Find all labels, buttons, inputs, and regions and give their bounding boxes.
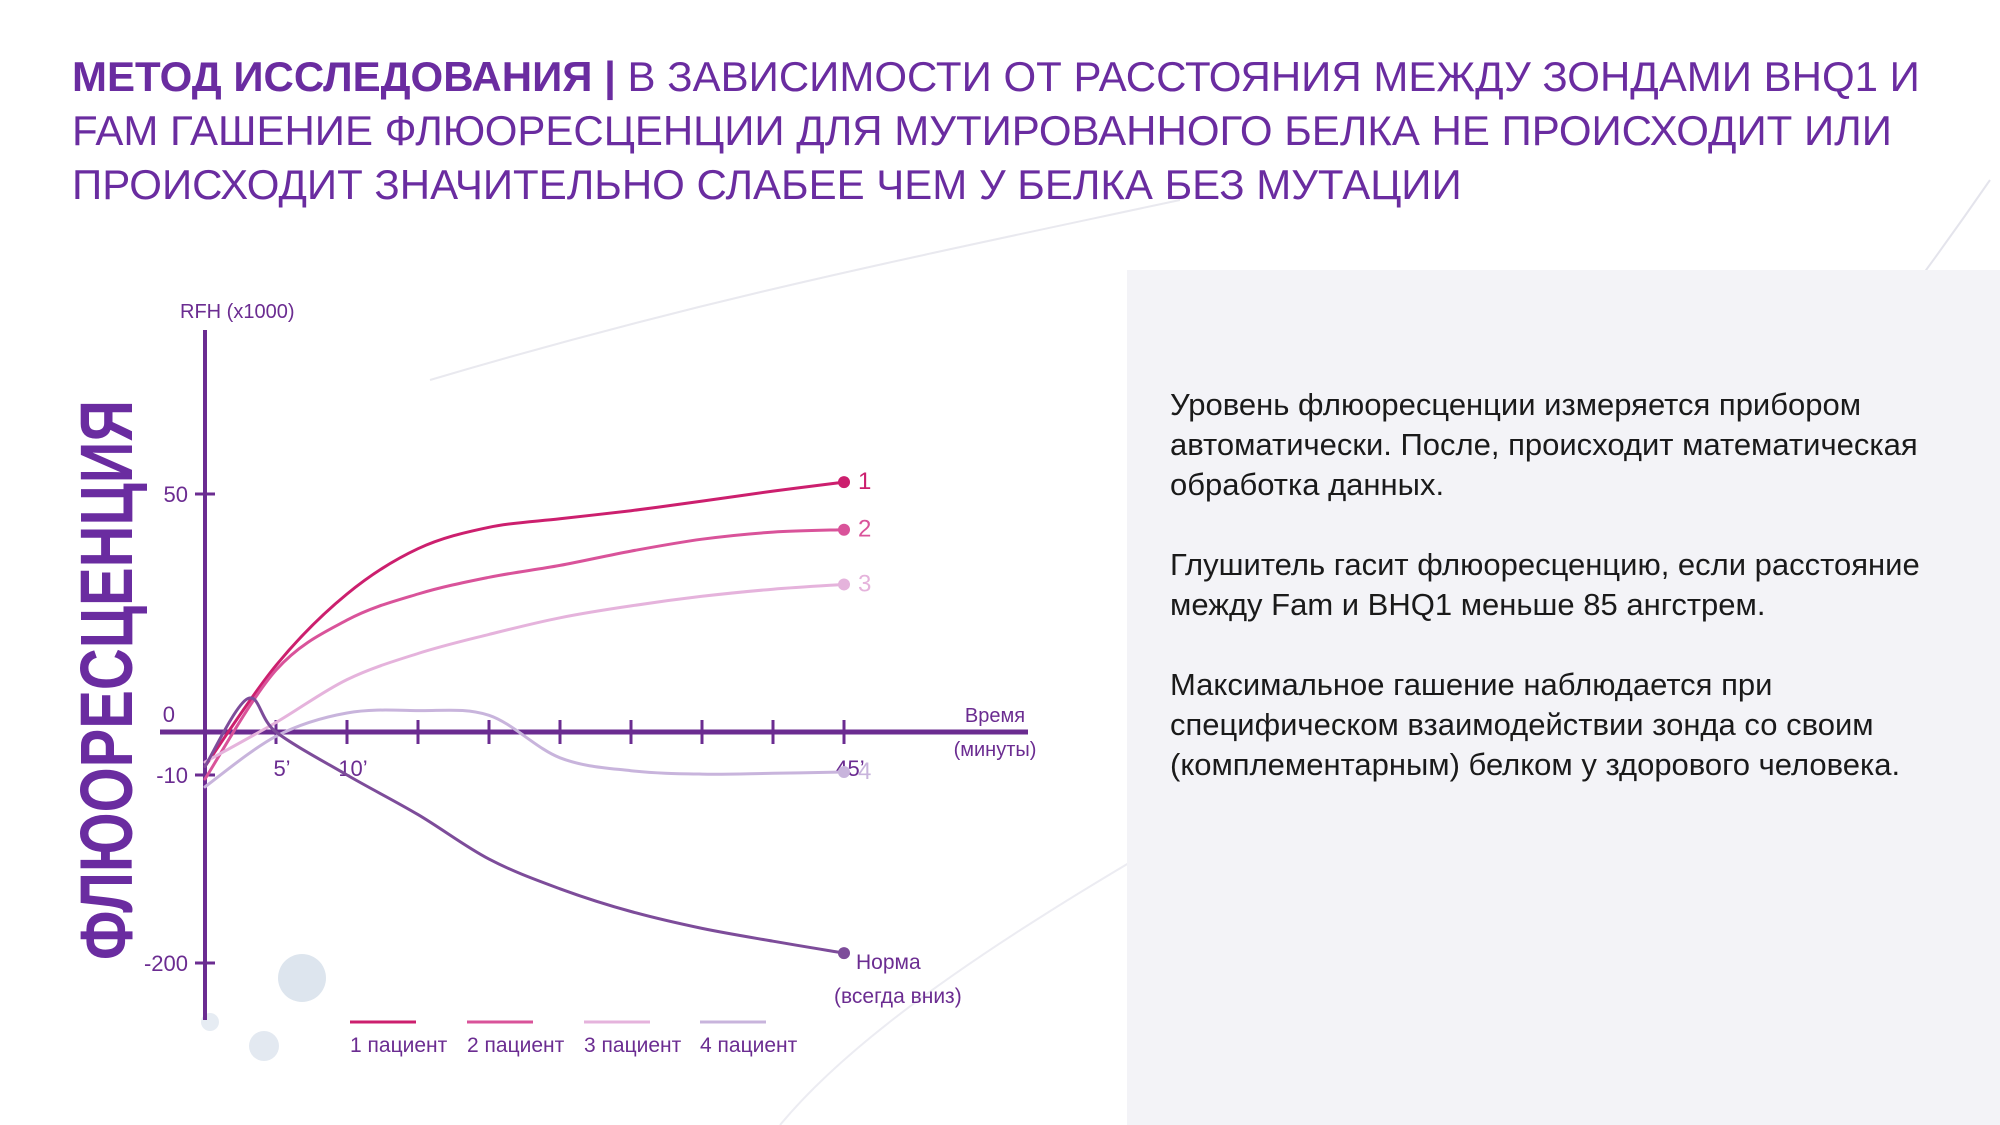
description-panel [1127,270,2000,1125]
series-end-label-series3: 3 [858,570,871,597]
description-paragraph-3: Максимальное гашение наблюдается при спе… [1170,667,1901,782]
series-line-series1 [203,480,846,768]
x-tick-label: 5’ [273,756,290,781]
series-end-label-series2: 2 [858,516,871,543]
y-tick-label: 0 [163,702,175,727]
series-end-label-series1: 1 [858,468,871,495]
legend-label-series4: 4 пациент [700,1034,798,1057]
y-tick-label: 50 [164,482,188,507]
page-title: МЕТОД ИССЛЕДОВАНИЯ | В ЗАВИСИМОСТИ ОТ РА… [72,50,1972,212]
series-line-series3 [203,582,846,764]
vertical-axis-title: ФЛЮОРЕСЦЕНЦИЯ [65,400,148,960]
y-tick-label: -10 [156,763,188,788]
x-axis-label-line-2: (минуты) [954,739,1037,761]
series-endpoint-series3 [838,578,850,591]
series-end-label-series4: 4 [858,758,871,785]
description-text: Уровень флюоресценции измеряется приборо… [1170,385,1960,825]
series-endpoint-series4 [838,765,850,778]
decor-circle-large [278,954,326,1002]
y-axis-label: RFH (x1000) [180,301,294,323]
legend-label-series3: 3 пациент [584,1034,682,1057]
y-tick-label: -200 [144,951,188,976]
description-paragraph-2: Глушитель гасит флюоресценцию, если расс… [1170,547,1920,622]
description-paragraph-1: Уровень флюоресценции измеряется приборо… [1170,387,1918,502]
series-endpoint-series2 [838,523,850,536]
series-endpoint-series1 [838,476,850,489]
series-endpoint-norma [838,947,850,960]
x-axis-label-line-1: Время [965,705,1025,727]
page-title-rest: В ЗАВИСИМОСТИ ОТ РАССТОЯНИЯ МЕЖДУ ЗОНДАМ… [72,53,1920,208]
legend-label-series2: 2 пациент [467,1034,565,1057]
page-title-bold: МЕТОД ИССЛЕДОВАНИЯ | [72,53,616,100]
series-end-label-norma-line-2: (всегда вниз) [834,985,962,1008]
fluorescence-chart: ФЛЮОРЕСЦЕНЦИЯ RFH (x1000) Время (минуты) 50 0… [65,301,1037,1057]
decor-circle-medium [249,1031,279,1061]
series-end-label-norma-line-1: Норма [856,951,921,974]
series-line-series2 [203,528,846,781]
series-line-norma [203,696,846,955]
series-line-series4 [203,708,846,789]
legend-label-series1: 1 пациент [350,1034,448,1057]
